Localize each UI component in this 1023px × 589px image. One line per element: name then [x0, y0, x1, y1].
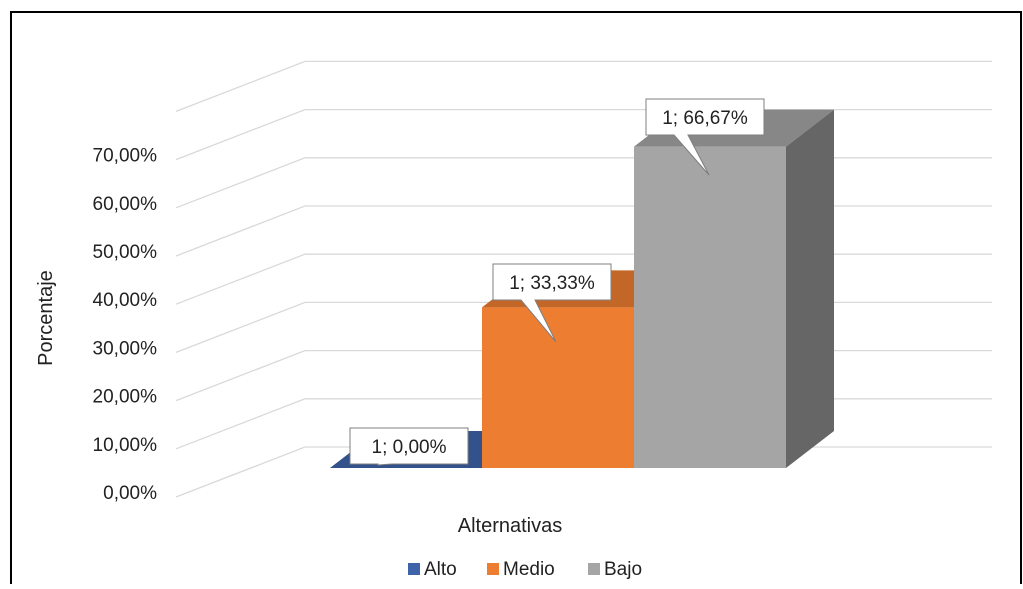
bar-bajo [634, 109, 834, 468]
y-tick-label: 50,00% [93, 242, 158, 263]
y-tick-labels: 0,00% 10,00% 20,00% 30,00% 40,00% 50,00% 60,00… [93, 146, 158, 504]
legend-swatch [408, 563, 420, 575]
y-tick-label: 10,00% [93, 435, 158, 456]
data-labels: 1; 0,00% 1; 33,33% 1; 66,67% [349, 98, 765, 466]
gridline [175, 60, 992, 113]
y-tick-label: 30,00% [93, 338, 158, 359]
legend-swatch [588, 563, 600, 575]
legend-label: Bajo [604, 559, 642, 580]
y-axis-title: Porcentaje [35, 270, 57, 366]
data-label-bajo: 1; 66,67% [645, 98, 765, 176]
y-tick-label: 0,00% [103, 483, 157, 504]
data-label-alto: 1; 0,00% [349, 427, 469, 466]
legend-item-medio: Medio [487, 559, 555, 580]
legend-swatch [487, 563, 499, 575]
legend-label: Alto [424, 559, 457, 580]
svg-text:1; 0,00%: 1; 0,00% [372, 437, 447, 458]
svg-text:1; 33,33%: 1; 33,33% [509, 273, 595, 294]
svg-text:1; 66,67%: 1; 66,67% [662, 108, 748, 129]
y-tick-label: 60,00% [93, 194, 158, 215]
y-tick-label: 40,00% [93, 290, 158, 311]
legend-label: Medio [503, 559, 555, 580]
legend: Alto Medio Bajo [408, 559, 642, 580]
legend-item-bajo: Bajo [588, 559, 642, 580]
x-axis-title: Alternativas [458, 515, 563, 537]
bars [330, 109, 834, 468]
y-tick-label: 70,00% [93, 146, 158, 167]
data-label-medio: 1; 33,33% [492, 263, 612, 343]
legend-item-alto: Alto [408, 559, 457, 580]
y-tick-label: 20,00% [93, 387, 158, 408]
